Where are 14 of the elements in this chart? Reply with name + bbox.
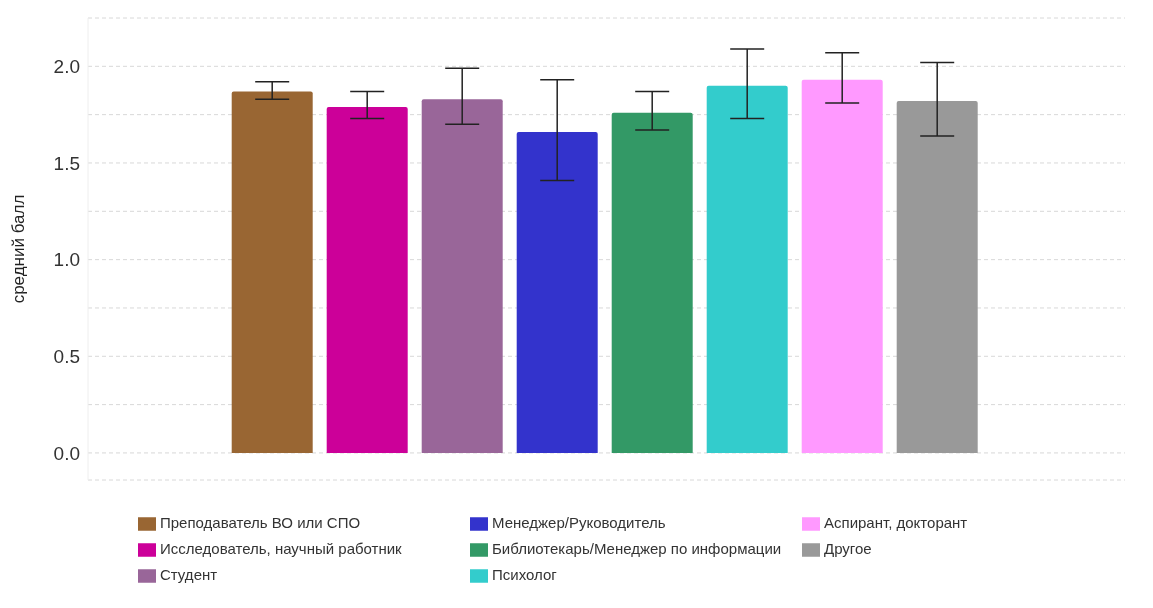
legend-label: Другое	[824, 539, 873, 559]
y-axis-title: средний балл	[9, 194, 29, 304]
legend-label: Менеджер/Руководитель	[492, 513, 667, 533]
y-tick-label: 0.0	[53, 442, 80, 464]
legend-label: Студент	[160, 565, 219, 585]
legend-label: Аспирант, докторант	[824, 513, 969, 533]
legend-label: Исследователь, научный работник	[160, 539, 403, 559]
y-tick-label: 1.5	[53, 152, 80, 174]
y-tick-label: 1.0	[53, 249, 80, 271]
legend-label: Психолог	[492, 565, 558, 585]
y-tick-label: 2.0	[53, 56, 80, 78]
legend-label: Библиотекарь/Менеджер по информации	[492, 539, 783, 559]
y-tick-label: 0.5	[53, 346, 80, 368]
legend-label: Преподаватель ВО или СПО	[160, 513, 362, 533]
